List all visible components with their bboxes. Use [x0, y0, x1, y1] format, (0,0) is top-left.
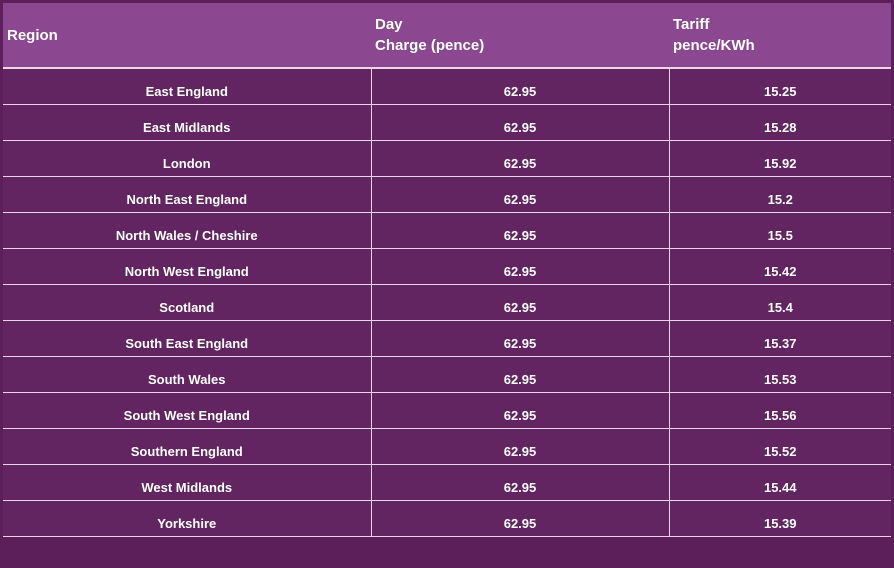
- region-cell: East Midlands: [3, 103, 372, 141]
- day-charge-cell: 62.95: [370, 67, 670, 105]
- table-row: East England 62.95 15.25: [3, 67, 891, 105]
- tariff-cell: 15.5: [668, 211, 891, 249]
- day-charge-cell: 62.95: [370, 103, 670, 141]
- region-cell: East England: [3, 67, 372, 105]
- table-row: North East England 62.95 15.2: [3, 175, 891, 213]
- region-cell: London: [3, 139, 372, 177]
- tariff-cell: 15.4: [668, 283, 891, 321]
- region-cell: Southern England: [3, 427, 372, 465]
- tariff-cell: 15.52: [668, 427, 891, 465]
- table-row: South East England 62.95 15.37: [3, 319, 891, 357]
- header-region-label: Region: [7, 26, 58, 44]
- region-cell: North East England: [3, 175, 372, 213]
- table-row: South Wales 62.95 15.53: [3, 355, 891, 393]
- tariff-cell: 15.44: [668, 463, 891, 501]
- header-tariff-line1: Tariff: [673, 16, 710, 33]
- day-charge-cell: 62.95: [370, 427, 670, 465]
- tariff-cell: 15.92: [668, 139, 891, 177]
- day-charge-cell: 62.95: [370, 463, 670, 501]
- region-cell: Scotland: [3, 283, 372, 321]
- day-charge-cell: 62.95: [370, 391, 670, 429]
- day-charge-cell: 62.95: [370, 319, 670, 357]
- tariff-cell: 15.56: [668, 391, 891, 429]
- day-charge-cell: 62.95: [370, 499, 670, 537]
- header-day-charge-line2: Charge (pence): [375, 37, 485, 54]
- table-row: London 62.95 15.92: [3, 139, 891, 177]
- day-charge-cell: 62.95: [370, 139, 670, 177]
- table-row: Yorkshire 62.95 15.39: [3, 499, 891, 537]
- header-day-charge: Day Charge (pence): [371, 3, 669, 69]
- table-row: North Wales / Cheshire 62.95 15.5: [3, 211, 891, 249]
- region-cell: Yorkshire: [3, 499, 372, 537]
- table-row: West Midlands 62.95 15.44: [3, 463, 891, 501]
- region-cell: North Wales / Cheshire: [3, 211, 372, 249]
- day-charge-cell: 62.95: [370, 175, 670, 213]
- table-row: Scotland 62.95 15.4: [3, 283, 891, 321]
- header-day-charge-line1: Day: [375, 16, 403, 33]
- tariff-cell: 15.39: [668, 499, 891, 537]
- day-charge-cell: 62.95: [370, 211, 670, 249]
- day-charge-cell: 62.95: [370, 247, 670, 285]
- tariff-cell: 15.37: [668, 319, 891, 357]
- table-row: North West England 62.95 15.42: [3, 247, 891, 285]
- header-tariff: Tariff pence/KWh: [669, 3, 891, 69]
- tariff-table-container: Region Day Charge (pence) Tariff pence/KWh…: [3, 3, 891, 565]
- tariff-cell: 15.28: [668, 103, 891, 141]
- day-charge-cell: 62.95: [370, 355, 670, 393]
- region-cell: South West England: [3, 391, 372, 429]
- region-cell: South Wales: [3, 355, 372, 393]
- table-row: South West England 62.95 15.56: [3, 391, 891, 429]
- tariff-table: Region Day Charge (pence) Tariff pence/KWh…: [3, 3, 891, 537]
- day-charge-cell: 62.95: [370, 283, 670, 321]
- header-region: Region: [3, 3, 371, 69]
- table-row: East Midlands 62.95 15.28: [3, 103, 891, 141]
- tariff-cell: 15.2: [668, 175, 891, 213]
- table-row: Southern England 62.95 15.52: [3, 427, 891, 465]
- region-cell: West Midlands: [3, 463, 372, 501]
- tariff-cell: 15.42: [668, 247, 891, 285]
- region-cell: North West England: [3, 247, 372, 285]
- header-tariff-line2: pence/KWh: [673, 37, 755, 54]
- header-row: Region Day Charge (pence) Tariff pence/KWh: [3, 3, 891, 69]
- region-cell: South East England: [3, 319, 372, 357]
- tariff-cell: 15.25: [668, 67, 891, 105]
- tariff-cell: 15.53: [668, 355, 891, 393]
